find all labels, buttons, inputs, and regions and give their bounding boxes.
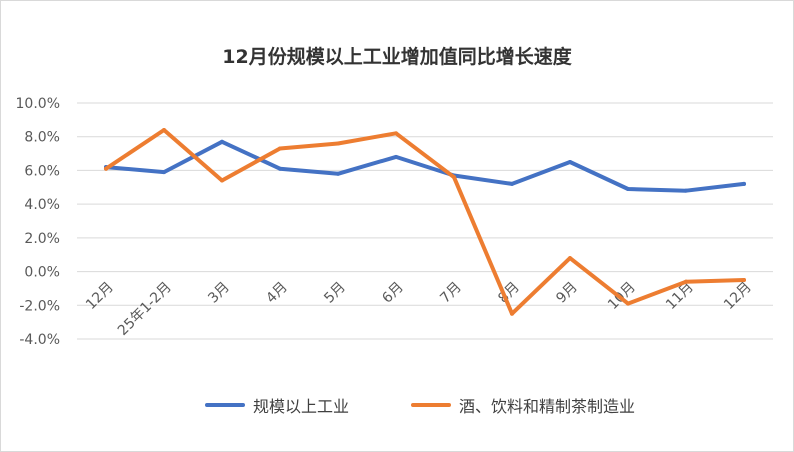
x-tick-label: 10月 — [605, 279, 639, 313]
data-point — [568, 256, 572, 261]
legend-item-series-2: 酒、饮料和精制茶制造业 — [411, 393, 635, 417]
data-point — [742, 181, 746, 186]
y-tick-label: 6.0% — [24, 163, 60, 179]
x-tick-label: 7月 — [437, 279, 465, 307]
data-point — [336, 171, 340, 176]
y-tick-label: -4.0% — [19, 332, 60, 348]
data-point — [220, 178, 224, 183]
legend-label-series-2: 酒、饮料和精制茶制造业 — [459, 397, 636, 416]
data-point — [278, 146, 282, 151]
y-tick-label: 10.0% — [16, 96, 60, 112]
series-line-2 — [104, 128, 746, 316]
legend-swatch-series-2 — [411, 403, 451, 407]
data-point — [568, 160, 572, 164]
data-point — [162, 127, 166, 132]
x-tick-label: 9月 — [553, 279, 581, 307]
data-point — [510, 181, 514, 186]
data-point — [220, 139, 224, 144]
y-tick-label: -2.0% — [19, 298, 60, 314]
data-point — [684, 279, 688, 284]
data-point — [278, 166, 282, 171]
x-tick-label: 3月 — [205, 279, 233, 307]
chart-title: 12月份规模以上工业增加值同比增长速度 — [222, 46, 572, 68]
y-tick-label: 4.0% — [24, 197, 60, 213]
data-point — [394, 154, 398, 159]
y-tick-label: 2.0% — [24, 231, 60, 247]
legend-label-series-1: 规模以上工业 — [253, 397, 350, 416]
data-point — [626, 186, 630, 191]
data-point — [452, 175, 456, 180]
series-line-1 — [104, 139, 746, 193]
data-point — [336, 141, 340, 146]
data-point — [162, 170, 166, 175]
x-tick-label: 5月 — [321, 279, 349, 307]
x-tick-label: 12月 — [83, 279, 117, 313]
data-point — [742, 278, 746, 282]
x-tick-label: 12月 — [721, 279, 755, 313]
legend-item-series-1: 规模以上工业 — [205, 393, 349, 417]
x-tick-label: 6月 — [379, 279, 407, 307]
x-tick-label: 4月 — [263, 279, 291, 307]
x-tick-label: 25年1-2月 — [115, 279, 175, 339]
data-point — [684, 188, 688, 193]
data-point — [510, 311, 514, 316]
y-tick-label: 0.0% — [24, 265, 60, 281]
legend-swatch-series-1 — [205, 403, 245, 407]
y-tick-label: 8.0% — [24, 130, 60, 146]
data-point — [626, 301, 630, 306]
data-point — [104, 166, 108, 171]
data-point — [394, 131, 398, 136]
